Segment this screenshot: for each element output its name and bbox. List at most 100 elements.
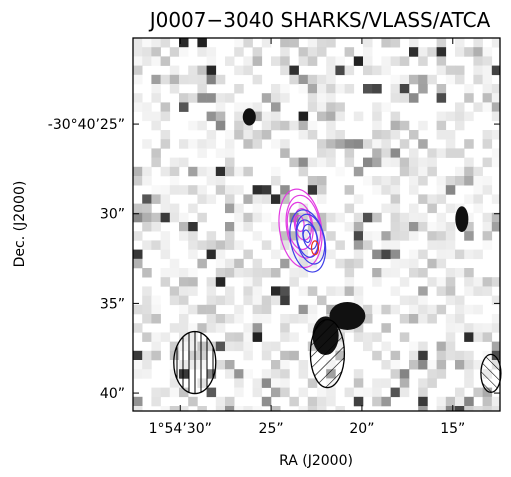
image-pixel (455, 65, 465, 76)
image-pixel (464, 369, 474, 379)
image-pixel (225, 185, 235, 195)
image-pixel (252, 378, 263, 388)
image-pixel (372, 396, 382, 407)
image-pixel (179, 139, 189, 149)
image-pixel (234, 38, 244, 48)
image-pixel (491, 65, 500, 76)
image-pixel (234, 406, 244, 411)
image-pixel (188, 65, 198, 76)
image-pixel (409, 314, 419, 324)
image-pixel (188, 185, 198, 195)
image-pixel (179, 286, 189, 296)
image-pixel (289, 120, 299, 131)
image-pixel (280, 350, 290, 361)
image-pixel (206, 56, 217, 66)
image-pixel (418, 212, 428, 223)
image-pixel (298, 84, 309, 94)
image-pixel (381, 396, 391, 407)
image-pixel (261, 314, 272, 324)
image-pixel (160, 38, 171, 48)
image-pixel (234, 387, 244, 398)
image-pixel (482, 396, 493, 407)
image-pixel (160, 102, 171, 112)
image-pixel (317, 148, 327, 158)
image-pixel (326, 396, 336, 407)
image-pixel (344, 139, 355, 149)
image-pixel (307, 396, 318, 407)
image-pixel (206, 314, 217, 324)
image-pixel (464, 212, 474, 223)
image-pixel (252, 387, 263, 398)
image-pixel (151, 295, 161, 306)
image-pixel (381, 378, 391, 388)
image-pixel (225, 295, 235, 306)
image-pixel (390, 194, 401, 204)
image-pixel (418, 268, 428, 278)
image-pixel (280, 93, 290, 103)
image-pixel (445, 139, 456, 149)
image-pixel (409, 222, 419, 232)
image-pixel (133, 56, 143, 66)
image-pixel (436, 148, 447, 158)
image-pixel (399, 139, 410, 149)
image-pixel (363, 341, 373, 352)
image-pixel (298, 360, 309, 370)
image-pixel (344, 148, 355, 158)
image-pixel (455, 360, 465, 370)
image-pixel (344, 222, 355, 232)
image-pixel (234, 314, 244, 324)
image-pixel (326, 93, 336, 103)
image-pixel (390, 258, 401, 269)
image-pixel (353, 249, 364, 260)
image-pixel (243, 222, 253, 232)
image-pixel (445, 332, 456, 342)
image-pixel (464, 277, 474, 287)
image-pixel (206, 277, 217, 287)
image-pixel (464, 111, 474, 122)
image-pixel (436, 222, 447, 232)
image-pixel (326, 139, 336, 149)
image-pixel (151, 194, 161, 204)
image-pixel (372, 102, 382, 112)
image-pixel (215, 314, 226, 324)
image-pixel (289, 396, 299, 407)
image-pixel (225, 139, 235, 149)
image-pixel (317, 74, 327, 85)
image-pixel (133, 231, 143, 241)
image-pixel (206, 387, 217, 398)
image-pixel (390, 222, 401, 232)
image-pixel (215, 295, 226, 306)
image-pixel (280, 369, 290, 379)
image-pixel (353, 286, 364, 296)
image-pixel (261, 130, 272, 140)
image-pixel (464, 47, 474, 57)
image-pixel (252, 231, 263, 241)
image-pixel (243, 56, 253, 66)
image-pixel (197, 240, 207, 250)
image-pixel (261, 350, 272, 361)
image-pixel (142, 332, 152, 342)
image-pixel (445, 314, 456, 324)
image-pixel (344, 286, 355, 296)
image-pixel (436, 277, 447, 287)
image-pixel (436, 360, 447, 370)
image-pixel (317, 93, 327, 103)
image-pixel (409, 130, 419, 140)
image-pixel (482, 286, 493, 296)
image-pixel (409, 74, 419, 85)
image-pixel (399, 314, 410, 324)
image-pixel (372, 84, 382, 94)
image-pixel (179, 323, 189, 333)
image-pixel (381, 56, 391, 66)
image-pixel (390, 286, 401, 296)
image-pixel (133, 350, 143, 361)
image-pixel (243, 120, 253, 131)
image-pixel (482, 130, 493, 140)
image-pixel (179, 157, 189, 168)
image-pixel (464, 231, 474, 241)
image-pixel (252, 102, 263, 112)
image-pixel (335, 102, 345, 112)
image-pixel (436, 111, 447, 122)
image-pixel (225, 148, 235, 158)
image-pixel (289, 157, 299, 168)
